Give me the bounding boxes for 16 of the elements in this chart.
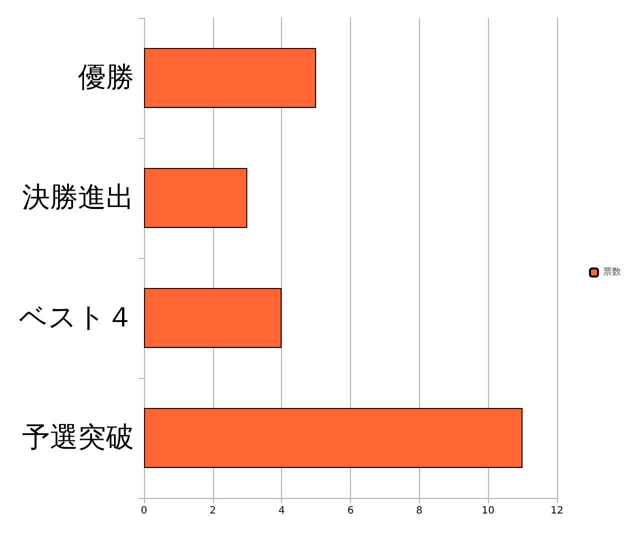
bar bbox=[144, 288, 282, 348]
legend-label: 票数 bbox=[603, 266, 621, 278]
x-tick-label: 6 bbox=[347, 506, 354, 516]
bar bbox=[144, 168, 248, 228]
y-tick-label: 予選突破 bbox=[22, 422, 134, 454]
x-tick-label: 4 bbox=[278, 506, 285, 516]
y-tick-label: ベスト４ bbox=[19, 302, 134, 334]
y-tick-label: 決勝進出 bbox=[22, 182, 134, 214]
bar bbox=[144, 408, 523, 468]
y-tick-label: 優勝 bbox=[78, 62, 134, 94]
x-tick-label: 0 bbox=[140, 506, 148, 516]
x-tick-label: 12 bbox=[550, 506, 564, 516]
x-tick-label: 10 bbox=[482, 506, 495, 516]
x-tick-label: 2 bbox=[210, 506, 216, 516]
bar bbox=[144, 48, 316, 108]
x-tick-label: 8 bbox=[416, 506, 423, 516]
